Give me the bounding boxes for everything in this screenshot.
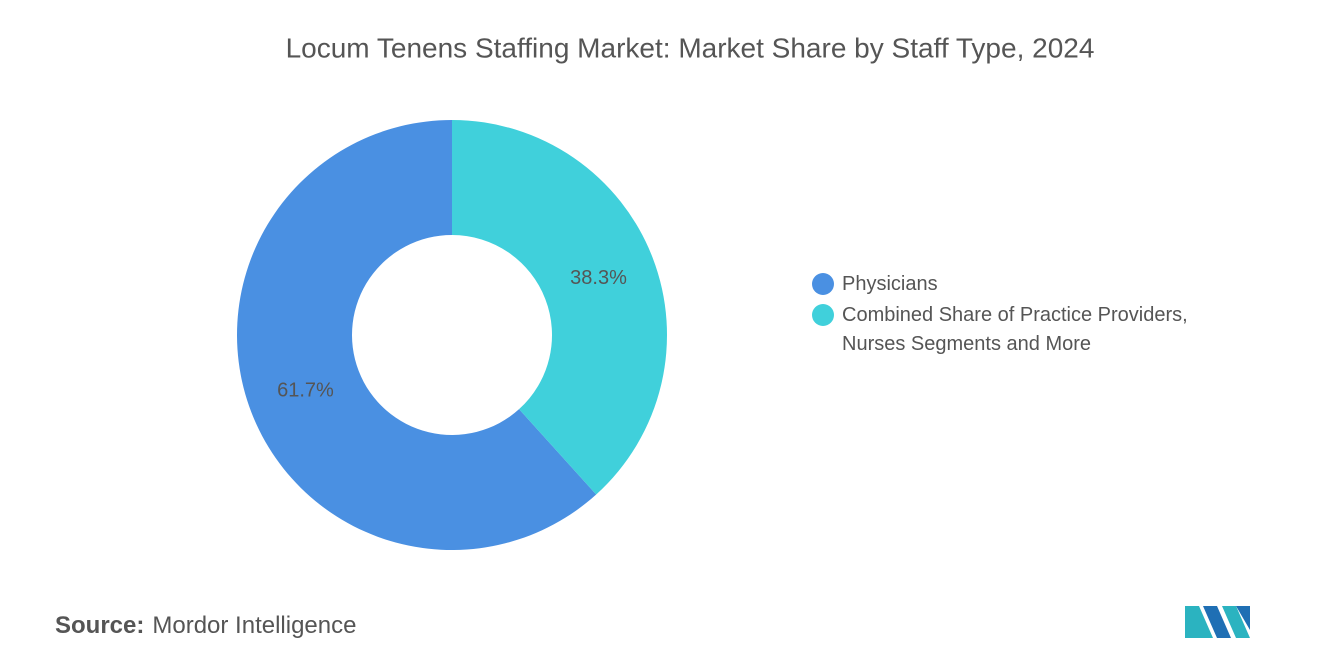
logo	[1185, 606, 1250, 638]
source-text: Mordor Intelligence	[152, 612, 357, 639]
source: Source: Mordor Intelligence	[55, 612, 356, 640]
legend-item: Combined Share of Practice Providers, Nu…	[812, 301, 1242, 359]
legend-label: Combined Share of Practice Providers, Nu…	[842, 304, 1188, 355]
legend-item: Physicians	[812, 270, 1242, 299]
legend-marker	[812, 304, 834, 326]
legend-label: Physicians	[842, 273, 938, 295]
legend-marker	[812, 273, 834, 295]
data-label: 61.7%	[277, 380, 334, 402]
pie-slice	[236, 120, 597, 550]
pie-slice	[452, 120, 667, 495]
legend: Physicians Combined Share of Practice Pro…	[812, 270, 1242, 361]
data-label: 38.3%	[570, 267, 627, 289]
source-label: Source:	[55, 612, 145, 639]
chart-title: Locum Tenens Staffing Market: Market Sha…	[286, 32, 1095, 63]
